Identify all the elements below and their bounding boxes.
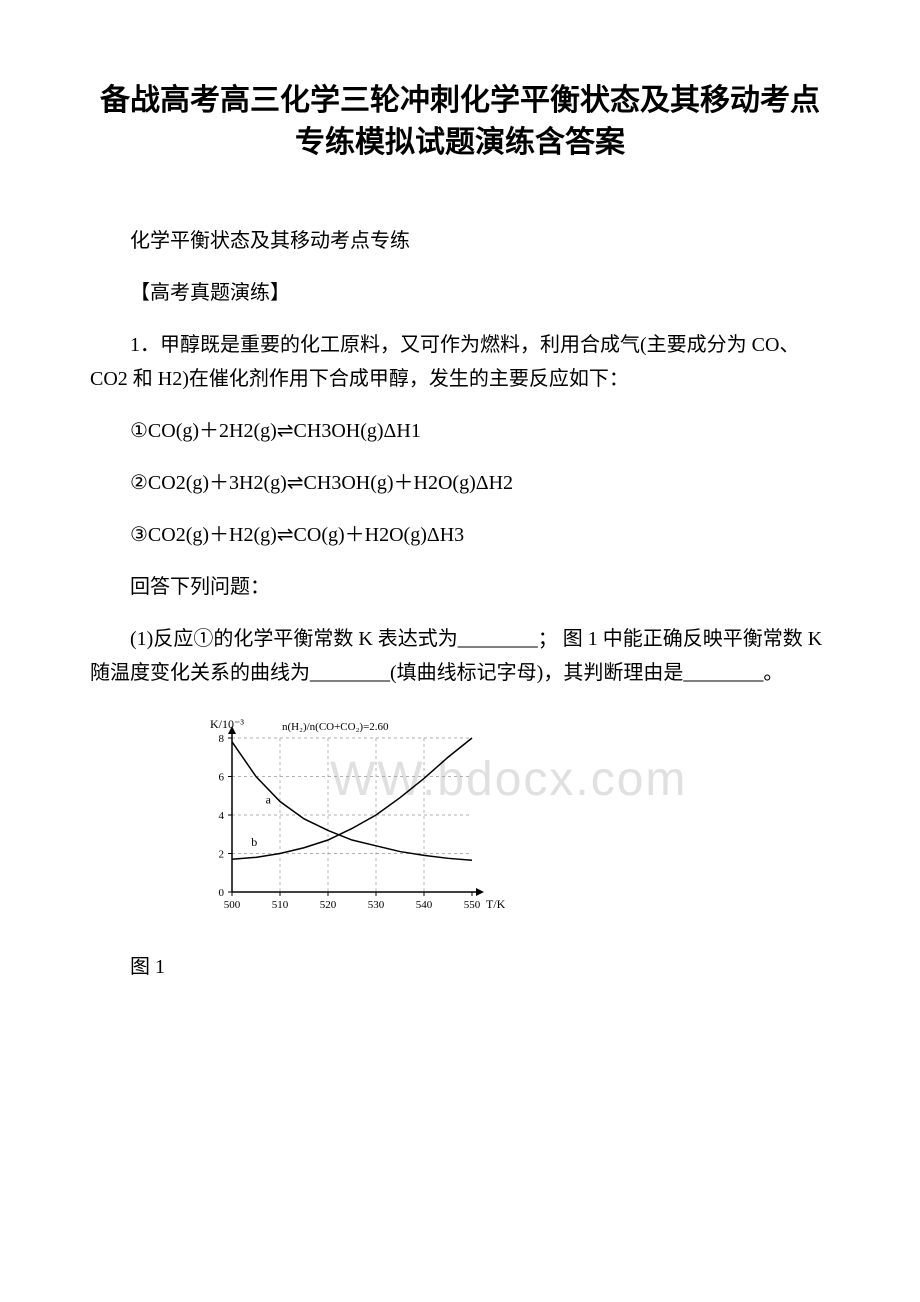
svg-text:K/10⁻³: K/10⁻³ [210, 717, 244, 731]
svg-text:500: 500 [224, 899, 241, 911]
equation-1: ①CO(g)＋2H2(g)⇌CH3OH(g)ΔH1 [90, 414, 830, 448]
equation-3: ③CO2(g)＋H2(g)⇌CO(g)＋H2O(g)ΔH3 [90, 518, 830, 552]
svg-text:550: 550 [464, 899, 481, 911]
svg-text:8: 8 [219, 733, 225, 745]
section-heading-1: 化学平衡状态及其移动考点专练 [90, 224, 830, 258]
svg-text:a: a [266, 792, 272, 806]
svg-text:b: b [251, 835, 257, 849]
document-title: 备战高考高三化学三轮冲刺化学平衡状态及其移动考点专练模拟试题演练含答案 [90, 80, 830, 164]
svg-text:540: 540 [416, 899, 433, 911]
svg-text:2: 2 [219, 849, 225, 861]
figure-1-label: 图 1 [90, 950, 830, 979]
svg-text:520: 520 [320, 899, 337, 911]
equation-2: ②CO2(g)＋3H2(g)⇌CH3OH(g)＋H2O(g)ΔH2 [90, 466, 830, 500]
answer-prompt: 回答下列问题： [90, 570, 830, 604]
svg-text:6: 6 [219, 772, 225, 784]
svg-text:n(H₂)/n(CO+CO₂)=2.60: n(H₂)/n(CO+CO₂)=2.60 [282, 721, 389, 733]
svg-text:0: 0 [219, 887, 225, 899]
svg-text:4: 4 [219, 810, 225, 822]
svg-text:510: 510 [272, 899, 289, 911]
question-1-intro: 1．甲醇既是重要的化工原料，又可作为燃料，利用合成气(主要成分为 CO、CO2 … [90, 328, 830, 396]
section-heading-2: 【高考真题演练】 [90, 276, 830, 310]
chart-figure-1: K/10⁻³ n(H₂)/n(CO+CO₂)=2.60 0 2 4 6 8 500 510 520… [190, 710, 830, 920]
question-1-1: (1)反应①的化学平衡常数 K 表达式为________； 图 1 中能正确反映… [90, 622, 830, 690]
svg-text:T/K: T/K [486, 897, 506, 911]
chart-svg: K/10⁻³ n(H₂)/n(CO+CO₂)=2.60 0 2 4 6 8 500 510 520… [190, 710, 510, 920]
svg-text:530: 530 [368, 899, 385, 911]
